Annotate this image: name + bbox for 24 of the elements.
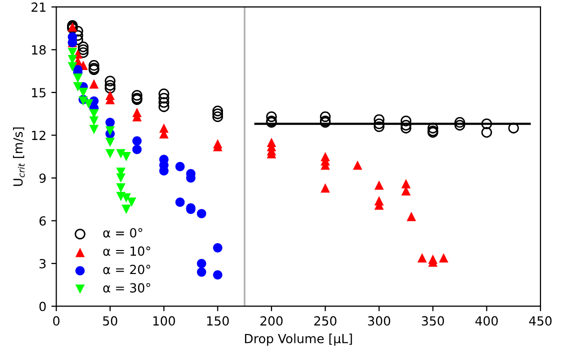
x-tick-label: 450 (529, 316, 552, 326)
x-tick-label: 250 (314, 316, 336, 326)
y-tick-label: 9 (39, 173, 46, 183)
legend-label: α = 10° (103, 246, 150, 256)
y-tick-label: 6 (40, 216, 46, 226)
x-tick-label: 200 (260, 316, 283, 326)
y-tick-label: 12 (32, 130, 46, 140)
x-tick-label: 0 (53, 316, 60, 326)
y-axis-title: U$_{crit}$ [m/s] (13, 127, 25, 186)
y-tick-label: 18 (32, 45, 46, 55)
y-tick-label: 3 (40, 258, 46, 268)
y-tick-label: 15 (32, 88, 46, 98)
x-axis-title: Drop Volume [µL] (245, 334, 352, 346)
x-tick-label: 150 (207, 316, 229, 326)
y-tick-label: 21 (32, 2, 46, 12)
legend-label: α = 30° (103, 283, 150, 293)
x-tick-label: 400 (475, 316, 498, 326)
x-tick-label: 300 (368, 316, 390, 326)
x-tick-label: 50 (103, 316, 118, 326)
legend-label: α = 20° (103, 264, 150, 274)
x-tick-label: 350 (422, 316, 444, 326)
legend-label: α = 0° (103, 228, 142, 238)
x-tick-label: 100 (153, 316, 175, 326)
y-tick-label: 0 (39, 302, 46, 312)
